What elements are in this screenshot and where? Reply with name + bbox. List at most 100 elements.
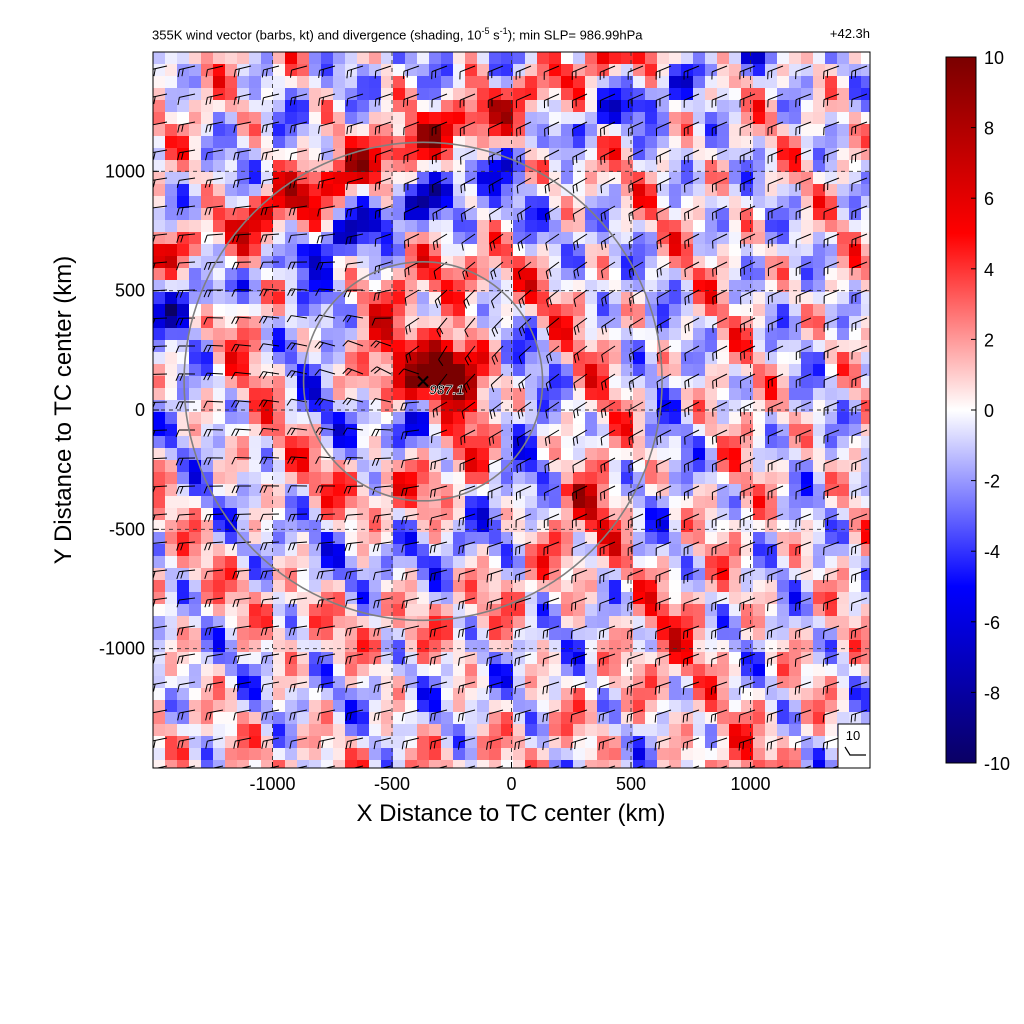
wind-barb [429, 597, 448, 610]
field-cell [237, 76, 250, 89]
field-cell [801, 340, 814, 353]
field-cell [789, 748, 802, 761]
field-cell [513, 760, 526, 768]
field-cell [165, 688, 178, 701]
field-cell [225, 580, 238, 593]
wind-barb [542, 681, 560, 695]
field-cell [789, 280, 802, 293]
field-cell [669, 100, 682, 113]
field-cell [621, 328, 634, 341]
field-cell [705, 256, 718, 269]
field-cell [585, 724, 598, 737]
wind-barb [402, 65, 420, 79]
field-cell [693, 736, 706, 749]
field-cell [453, 220, 466, 233]
field-cell [213, 328, 226, 341]
field-cell [153, 532, 166, 545]
field-cell [213, 364, 226, 377]
field-cell [465, 232, 478, 245]
field-cell [333, 172, 346, 185]
field-cell [321, 172, 334, 185]
wind-barb [683, 121, 700, 137]
field-cell [693, 364, 706, 377]
field-cell [201, 88, 214, 101]
wind-barb [232, 205, 252, 216]
field-cell [705, 568, 718, 581]
wind-barb [573, 345, 588, 363]
field-cell [585, 256, 598, 269]
field-cell [369, 544, 382, 557]
wind-barb [683, 625, 700, 640]
field-cell [237, 292, 250, 305]
field-cell [849, 664, 862, 677]
field-cell [225, 340, 238, 353]
wind-barb [850, 709, 868, 723]
field-cell [741, 544, 754, 557]
field-cell [249, 544, 262, 557]
field-cell [801, 628, 814, 641]
field-cell [525, 544, 538, 557]
field-cell [297, 688, 310, 701]
field-cell [789, 268, 802, 281]
wind-barb [260, 205, 280, 216]
field-cell [165, 124, 178, 137]
wind-barb [515, 93, 532, 109]
wind-barb [767, 65, 784, 80]
field-cell [393, 640, 406, 653]
wind-barb [233, 681, 252, 693]
field-cell [261, 592, 274, 605]
field-cell [417, 580, 430, 593]
field-cell [453, 256, 466, 269]
field-cell [453, 700, 466, 713]
wind-barb [431, 149, 448, 165]
field-cell [165, 172, 178, 185]
field-cell [705, 352, 718, 365]
field-cell [249, 664, 262, 677]
field-cell [405, 496, 418, 509]
wind-barb [518, 373, 532, 392]
field-cell [285, 700, 298, 713]
field-cell [597, 460, 610, 473]
field-cell [729, 748, 742, 761]
field-cell [753, 352, 766, 365]
wind-barb [345, 205, 364, 218]
field-cell [345, 508, 358, 521]
field-cell [345, 604, 358, 617]
field-cell [765, 496, 778, 509]
wind-barb [231, 428, 252, 437]
field-cell [405, 364, 418, 377]
field-cell [741, 172, 754, 185]
field-cell [681, 136, 694, 149]
field-cell [801, 52, 814, 65]
field-cell [525, 412, 538, 425]
wind-barb [432, 401, 448, 418]
field-cell [777, 136, 790, 149]
field-cell [561, 544, 574, 557]
wind-barb [203, 289, 224, 298]
field-cell [753, 676, 766, 689]
field-cell [837, 556, 850, 569]
field-cell [213, 400, 226, 413]
field-cell [189, 136, 202, 149]
field-cell [417, 112, 430, 125]
wind-barb [260, 233, 280, 243]
field-cell [645, 340, 658, 353]
field-cell [489, 64, 502, 77]
field-cell [153, 556, 166, 569]
wind-barb [684, 261, 700, 278]
field-cell [165, 628, 178, 641]
field-cell [513, 460, 526, 473]
field-cell [249, 148, 262, 161]
field-cell [309, 676, 322, 689]
field-cell [753, 700, 766, 713]
field-cell [753, 484, 766, 497]
wind-barb [711, 625, 728, 640]
field-cell [297, 88, 310, 101]
field-cell [177, 460, 190, 473]
field-cell [309, 52, 322, 65]
field-cell [417, 328, 430, 341]
wind-barb [794, 681, 812, 695]
wind-barb [153, 121, 168, 126]
